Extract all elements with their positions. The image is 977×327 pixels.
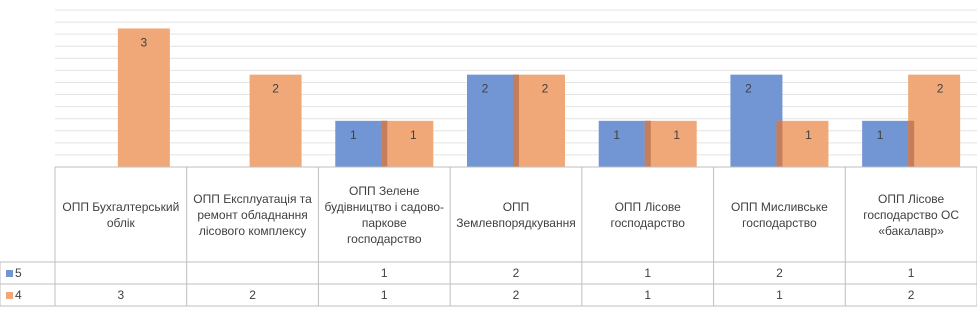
bar-series-4 <box>249 74 302 167</box>
category-label: ОПП Землевпорядкування <box>450 167 582 262</box>
category-label-line: паркове <box>361 215 407 230</box>
table-value-series-4: 1 <box>380 288 388 302</box>
data-label-series-5: 1 <box>613 128 620 142</box>
category-label-line: господарство <box>610 215 685 230</box>
category-label-line: «бакалавр» <box>878 223 944 238</box>
category-label: ОПП Лісове господарство ОС «бакалавр» <box>845 167 977 262</box>
data-label-series-5: 2 <box>745 82 752 96</box>
category-label: ОПП Мисливське господарство <box>714 167 846 262</box>
legend-key-series-5: 5 <box>6 262 22 284</box>
category-label-line: лісового комплексу <box>198 223 307 238</box>
category-label-line: Землевпорядкування <box>456 215 576 230</box>
table-value-series-4: 1 <box>776 288 783 302</box>
category-label-line: ремонт обладнання <box>197 207 308 222</box>
data-label-series-5: 1 <box>350 128 357 142</box>
bar-overlap <box>644 120 651 167</box>
category-label-line: ОПП Мисливське <box>730 199 828 214</box>
legend-label: 5 <box>15 266 22 280</box>
data-label-series-4: 2 <box>542 82 549 96</box>
category-label-line: ОПП Зелене <box>349 183 420 198</box>
table-value-series-5: 2 <box>776 266 783 280</box>
data-label-series-4: 2 <box>937 82 944 96</box>
category-label-line: ОПП Експлуатація та <box>193 191 312 206</box>
category-label: ОПП Бухгалтерський облік <box>55 167 187 262</box>
category-label: ОПП Лісове господарство <box>582 167 714 262</box>
legend-label: 4 <box>15 288 22 302</box>
table-value-series-4: 2 <box>512 288 520 302</box>
data-label-series-4: 1 <box>410 128 417 142</box>
bar-series-4 <box>644 120 697 167</box>
bar-series-4 <box>117 28 170 168</box>
table-value-series-4: 2 <box>249 288 256 302</box>
data-label-series-5: 1 <box>877 128 884 142</box>
category-label-line: господарство <box>742 215 817 230</box>
table-value-series-4: 3 <box>117 288 125 302</box>
data-label-series-4: 1 <box>673 128 680 142</box>
category-label-line: ОПП <box>502 199 530 214</box>
category-label-line: облік <box>106 215 135 230</box>
bar-series-5 <box>730 74 783 167</box>
category-label: ОПП Зелене будівництво і садово-паркове го… <box>318 167 450 262</box>
category-label-line: ОПП Лісове <box>878 191 945 206</box>
category-label-line: будівництво і садово- <box>324 199 444 214</box>
category-label: ОПП Експлуатація та ремонт обладнання лісо… <box>187 167 319 262</box>
legend-key-series-4: 4 <box>6 284 22 306</box>
data-label-series-5: 2 <box>482 82 489 96</box>
legend-swatch <box>6 269 13 277</box>
table-value-series-5: 1 <box>907 266 915 280</box>
bar-series-5 <box>862 120 915 167</box>
category-label-line: ОПП Лісове <box>614 199 681 214</box>
bar-overlap <box>513 74 519 167</box>
category-label-line: господарство ОС <box>863 207 960 222</box>
bar-series-4 <box>513 74 565 167</box>
bar-series-4 <box>776 120 829 167</box>
bar-series-5 <box>335 120 388 167</box>
bar-overlap <box>776 120 783 167</box>
bar-series-5 <box>598 120 651 167</box>
data-label-series-4: 1 <box>805 128 812 142</box>
data-label-series-4: 3 <box>141 35 148 49</box>
bar-overlap <box>381 120 388 167</box>
bar-series-5 <box>467 74 519 167</box>
category-label-line: ОПП Бухгалтерський <box>62 199 180 214</box>
table-value-series-4: 1 <box>644 288 652 302</box>
bar-series-4 <box>381 120 434 167</box>
table-value-series-4: 2 <box>907 288 915 302</box>
data-label-series-4: 2 <box>272 82 279 96</box>
table-value-series-5: 1 <box>644 266 652 280</box>
bar-series-4 <box>908 74 961 167</box>
legend-swatch <box>6 291 13 299</box>
bar-overlap <box>908 120 915 167</box>
category-label-line: господарство <box>347 231 422 246</box>
table-value-series-5: 2 <box>512 266 520 280</box>
table-value-series-5: 1 <box>380 266 388 280</box>
